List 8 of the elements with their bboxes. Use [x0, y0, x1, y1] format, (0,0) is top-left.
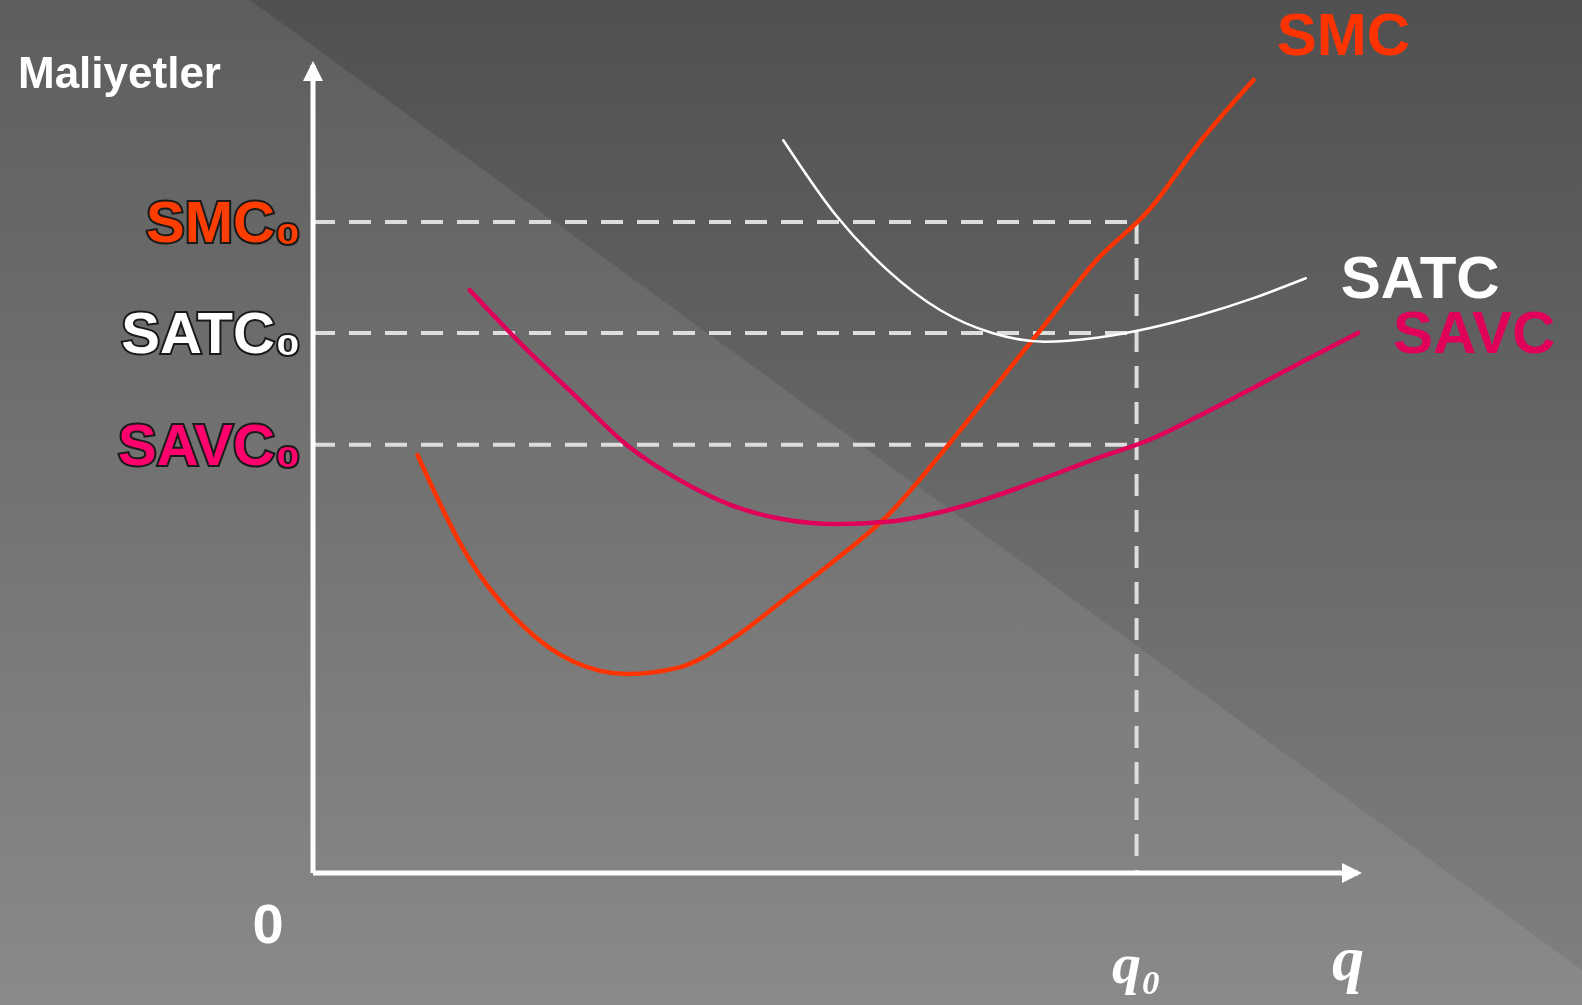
series-label: SMC	[1276, 1, 1411, 68]
ref-line-label: SAVC₀	[118, 411, 301, 477]
ref-line-label: SATC₀	[121, 299, 301, 365]
text: 0	[252, 892, 284, 955]
text: q₀	[1111, 931, 1162, 996]
y-axis-title: Maliyetler	[18, 48, 221, 97]
x-axis-title: q	[1332, 923, 1364, 994]
ref-line-label: SMC₀	[145, 188, 301, 254]
